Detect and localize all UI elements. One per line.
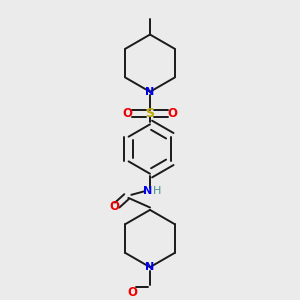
Text: N: N (146, 87, 154, 97)
Text: O: O (110, 200, 120, 213)
Text: N: N (146, 262, 154, 272)
Text: H: H (152, 186, 161, 196)
Text: S: S (146, 107, 154, 120)
Text: O: O (128, 286, 137, 299)
Text: N: N (143, 186, 152, 196)
Text: O: O (168, 107, 178, 120)
Text: O: O (122, 107, 132, 120)
